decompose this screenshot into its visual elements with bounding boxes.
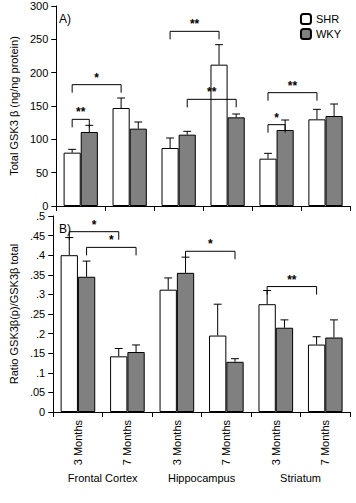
svg-text:Ratio GSK3β(p)/GSK3β total: Ratio GSK3β(p)/GSK3β total	[8, 244, 20, 384]
svg-text:WKY: WKY	[316, 28, 342, 40]
svg-text:7 Months: 7 Months	[319, 420, 331, 466]
svg-text:B): B)	[59, 222, 71, 236]
svg-text:.5: .5	[36, 210, 45, 222]
svg-text:.3: .3	[36, 288, 45, 300]
svg-text:*: *	[92, 218, 97, 232]
svg-text:.1: .1	[36, 367, 45, 379]
svg-text:0: 0	[42, 200, 49, 212]
svg-text:7 Months: 7 Months	[121, 420, 133, 466]
svg-text:150: 150	[30, 100, 48, 112]
svg-text:**: **	[287, 273, 297, 287]
svg-text:Frontal Cortex: Frontal Cortex	[68, 472, 138, 484]
svg-text:200: 200	[30, 67, 48, 79]
svg-text:**: **	[190, 17, 200, 31]
svg-text:Striatum: Striatum	[280, 472, 321, 484]
svg-text:*: *	[94, 71, 99, 85]
svg-text:.35: .35	[30, 269, 45, 281]
svg-text:3 Months: 3 Months	[72, 420, 84, 466]
svg-text:SHR: SHR	[316, 13, 339, 25]
svg-text:0: 0	[39, 406, 45, 418]
svg-text:.45: .45	[30, 230, 45, 242]
svg-text:**: **	[76, 105, 86, 119]
svg-text:Total GSK3 β (ng/ng protein): Total GSK3 β (ng/ng protein)	[8, 36, 20, 176]
svg-text:100: 100	[30, 133, 48, 145]
svg-text:3 Months: 3 Months	[171, 420, 183, 466]
svg-text:.15: .15	[30, 347, 45, 359]
svg-text:250: 250	[30, 33, 48, 45]
svg-text:.4: .4	[36, 249, 45, 261]
svg-text:3 Months: 3 Months	[270, 420, 282, 466]
svg-text:A): A)	[59, 12, 71, 26]
svg-text:.25: .25	[30, 308, 45, 320]
svg-text:7 Months: 7 Months	[220, 420, 232, 466]
svg-text:**: **	[207, 85, 217, 99]
svg-text:**: **	[288, 79, 298, 93]
svg-text:300: 300	[30, 0, 48, 12]
svg-text:Hippocampus: Hippocampus	[168, 472, 236, 484]
svg-text:.05: .05	[30, 386, 45, 398]
svg-text:.2: .2	[36, 328, 45, 340]
svg-text:*: *	[109, 233, 114, 247]
svg-text:*: *	[274, 111, 279, 125]
svg-text:50: 50	[36, 167, 48, 179]
svg-text:*: *	[208, 237, 213, 251]
